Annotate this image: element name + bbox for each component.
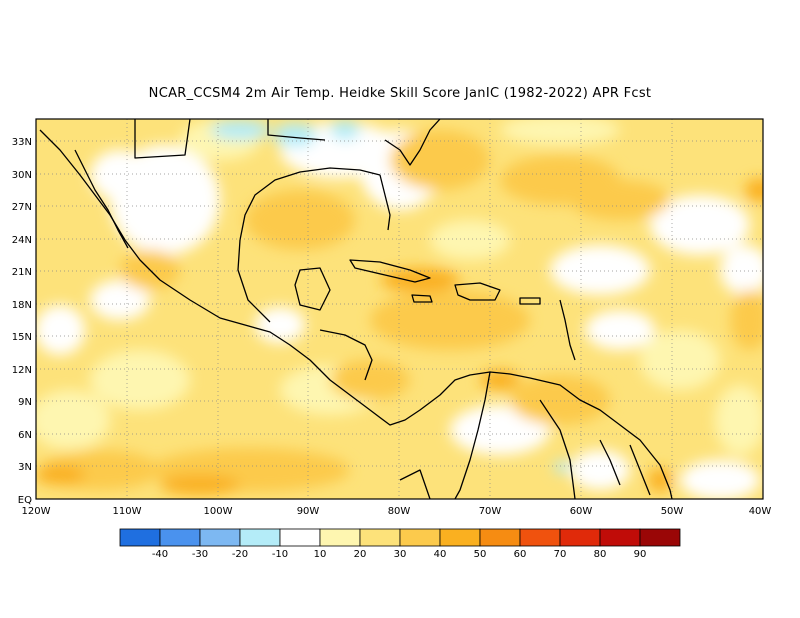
colorbar-label: 10: [314, 549, 327, 560]
lat-tick-label: 3N: [18, 462, 32, 473]
lat-tick-label: 30N: [12, 170, 32, 181]
lon-tick-label: 100W: [204, 506, 233, 517]
colorbar-label: 90: [634, 549, 647, 560]
colorbar-swatch: [359, 528, 401, 547]
colorbar-label: 70: [554, 549, 567, 560]
colorbar-label: -10: [272, 549, 288, 560]
colorbar-label: -40: [152, 549, 168, 560]
lat-tick-label: 27N: [12, 202, 32, 213]
coastlines: [39, 119, 673, 499]
lat-tick-label: 6N: [18, 430, 32, 441]
colorbar-label: 30: [394, 549, 407, 560]
lon-tick-label: 70W: [479, 506, 502, 517]
colorbar-swatch: [319, 528, 361, 547]
map-title: NCAR_CCSM4 2m Air Temp. Heidke Skill Sco…: [148, 86, 652, 101]
colorbar-swatch: [399, 528, 441, 547]
colorbar-label: 60: [514, 549, 527, 560]
colorbar-swatch: [519, 528, 561, 547]
lon-tick-label: 120W: [22, 506, 51, 517]
lat-tick-label: 21N: [12, 267, 32, 278]
colorbar-label: 40: [434, 549, 447, 560]
colorbar-swatch: [559, 528, 601, 547]
lon-tick-label: 90W: [297, 506, 320, 517]
lon-tick-label: 60W: [570, 506, 593, 517]
colorbar-label: 50: [474, 549, 487, 560]
colorbar-swatch: [159, 528, 201, 547]
grid-lines: [36, 119, 763, 499]
colorbar-labels: -40 -30 -20 -10 10 20 30 40 50 60 70 80 …: [152, 549, 647, 560]
colorbar-swatch: [239, 528, 281, 547]
colorbar-swatch: [639, 528, 681, 547]
lat-tick-label: 18N: [12, 300, 32, 311]
colorbar-swatches: [119, 528, 681, 547]
lon-tick-label: 40W: [749, 506, 772, 517]
map-frame: [35, 118, 764, 500]
lon-tick-label: 80W: [388, 506, 411, 517]
colorbar-swatch: [279, 528, 321, 547]
colorbar: -40 -30 -20 -10 10 20 30 40 50 60 70 80 …: [119, 528, 681, 560]
longitude-axis: 120W 110W 100W 90W 80W 70W 60W 50W 40W: [22, 506, 772, 517]
lat-tick-label: 9N: [18, 397, 32, 408]
lon-tick-label: 110W: [113, 506, 142, 517]
colorbar-label: -20: [232, 549, 248, 560]
colorbar-label: 20: [354, 549, 367, 560]
colorbar-label: -30: [192, 549, 208, 560]
colorbar-swatch: [439, 528, 481, 547]
colorbar-label: 80: [594, 549, 607, 560]
colorbar-swatch: [199, 528, 241, 547]
colorbar-swatch: [599, 528, 641, 547]
colorbar-swatch: [479, 528, 521, 547]
lat-tick-label: 15N: [12, 332, 32, 343]
colorbar-swatch: [119, 528, 161, 547]
lat-tick-label: EQ: [18, 495, 32, 506]
latitude-axis: 33N 30N 27N 24N 21N 18N 15N 12N 9N 6N 3N…: [12, 137, 32, 506]
lat-tick-label: 33N: [12, 137, 32, 148]
lat-tick-label: 12N: [12, 365, 32, 376]
lat-tick-label: 24N: [12, 235, 32, 246]
lon-tick-label: 50W: [661, 506, 684, 517]
skill-field: [36, 119, 763, 499]
